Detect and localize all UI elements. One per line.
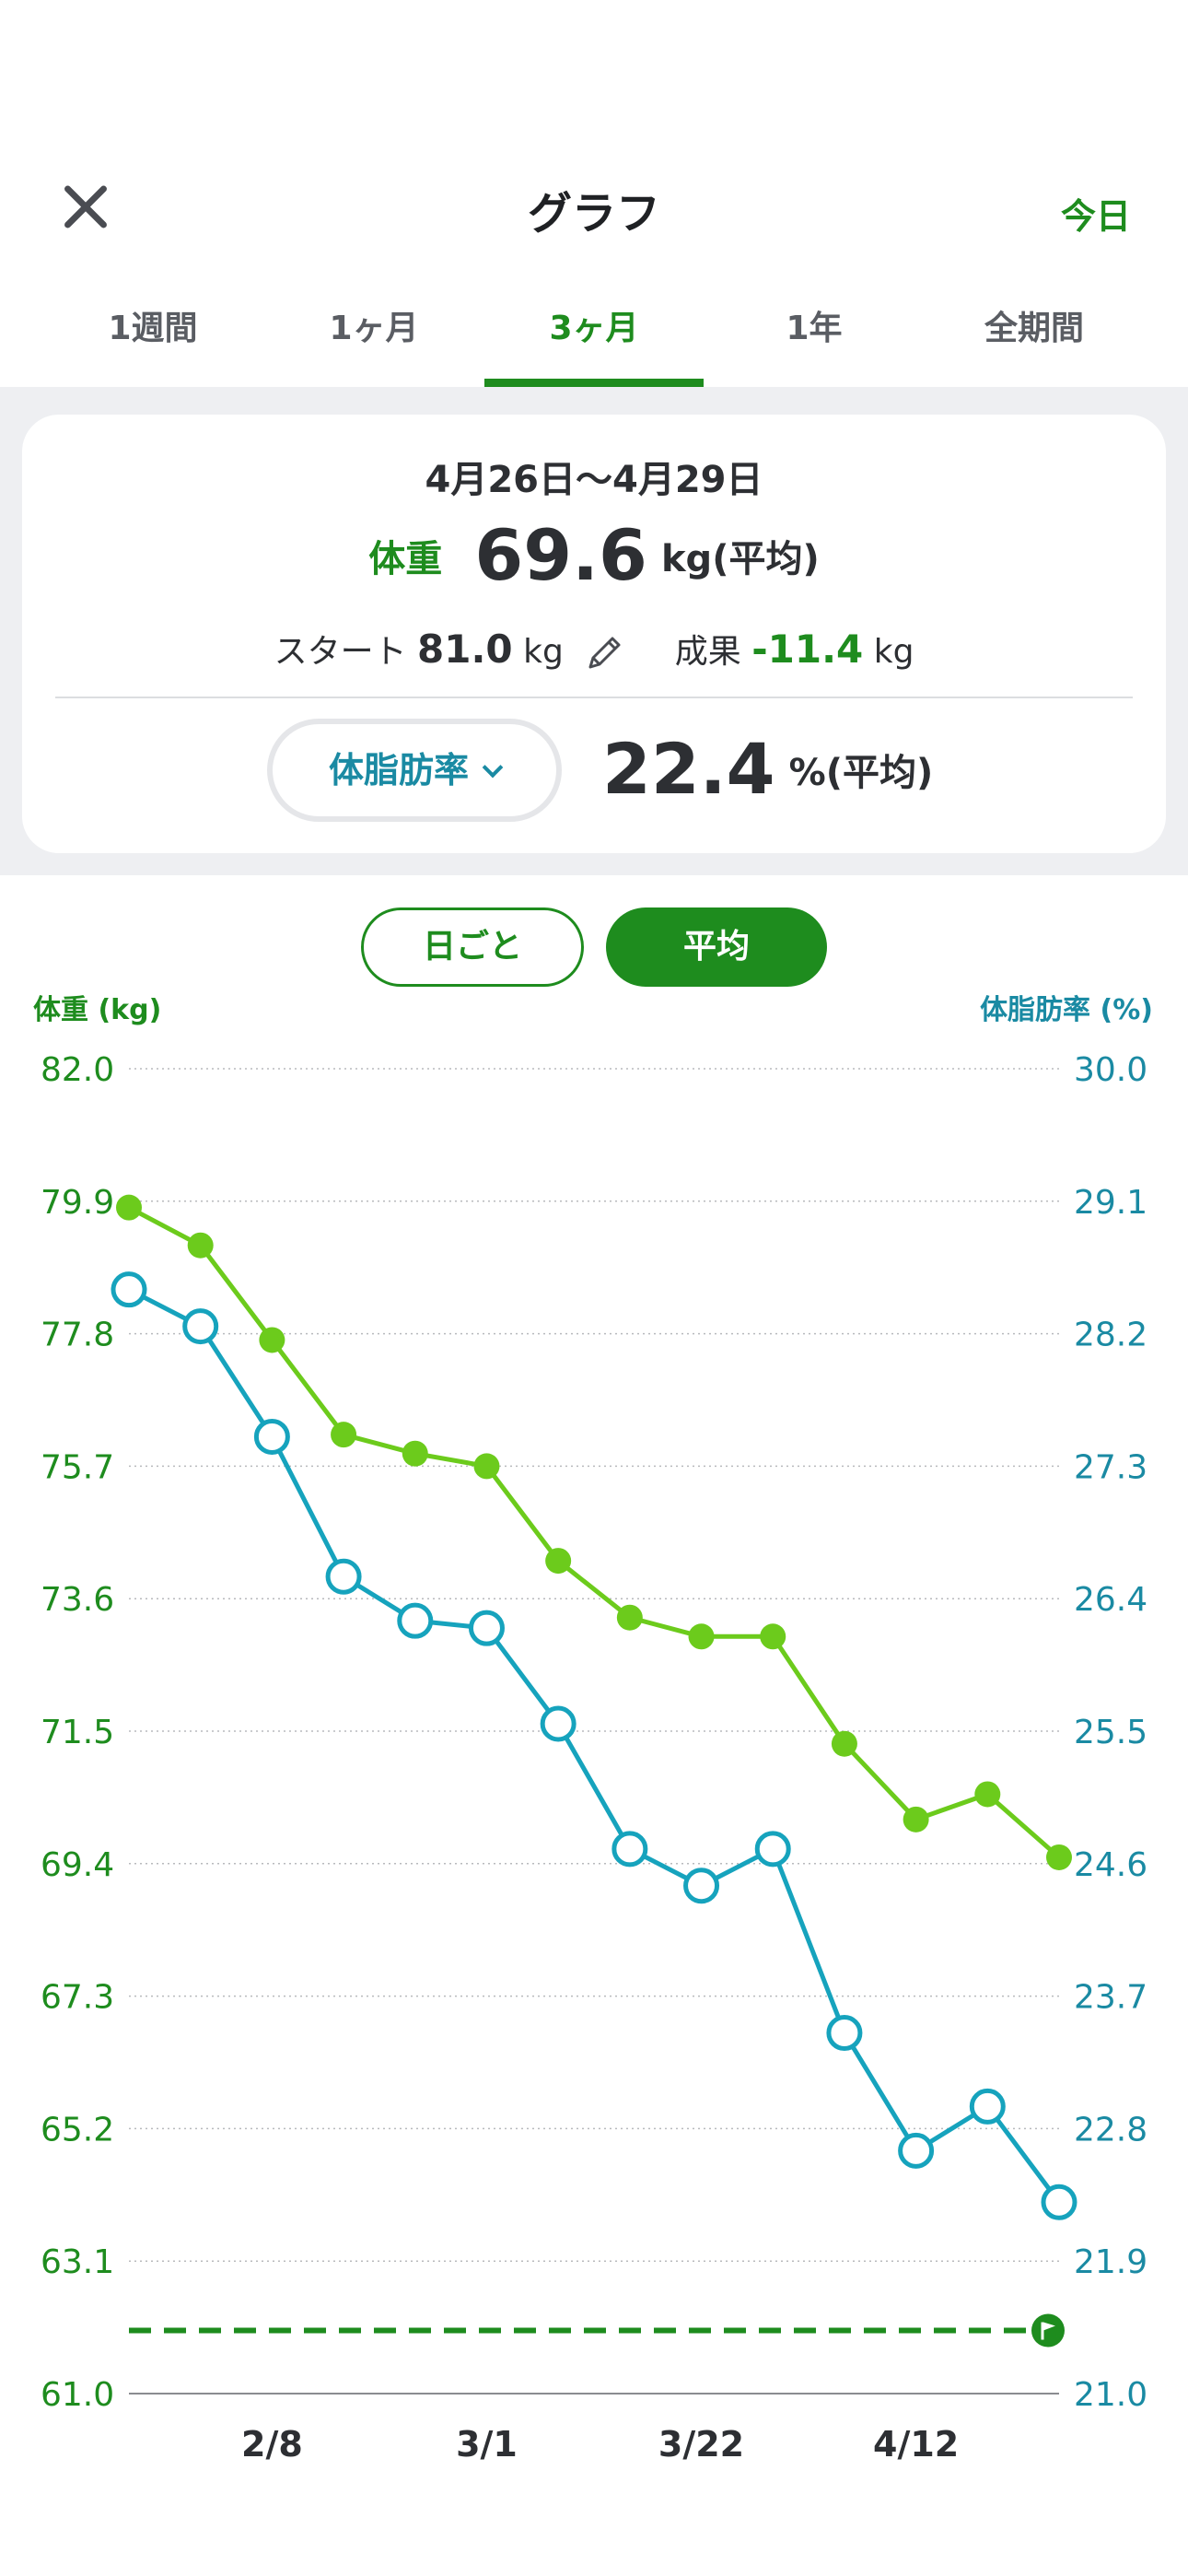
tab-3-months[interactable]: 3ヶ月 (549, 310, 639, 347)
start-label: スタート (274, 633, 407, 671)
fat-data-point[interactable] (754, 1831, 791, 1868)
fat-data-point[interactable] (898, 2132, 935, 2169)
x-tick-label: 4/12 (873, 2424, 959, 2465)
goal-flag-icon (1031, 2313, 1065, 2348)
weight-data-point[interactable] (974, 1781, 1001, 1808)
page-title: グラフ (527, 188, 660, 240)
right-axis-title: 体脂肪率 (%) (980, 994, 1153, 1026)
left-tick-label: 61.0 (41, 2376, 114, 2414)
fat-data-point[interactable] (468, 1610, 505, 1646)
right-tick-label: 30.0 (1074, 1051, 1147, 1089)
active-tab-indicator (484, 379, 704, 388)
weight-data-point[interactable] (688, 1623, 715, 1650)
weight-data-point[interactable] (259, 1327, 285, 1353)
fat-data-point[interactable] (540, 1705, 577, 1742)
left-tick-label: 65.2 (41, 2111, 114, 2149)
weight-label: 体重 (368, 537, 443, 580)
weight-data-point[interactable] (1046, 1844, 1072, 1870)
header: グラフ 今日 1週間 1ヶ月 3ヶ月 1年 全期間 (0, 0, 1188, 388)
right-tick-label: 27.3 (1074, 1448, 1147, 1486)
left-tick-label: 67.3 (41, 1979, 114, 2017)
chart-series (111, 1194, 1077, 2220)
fat-average-unit: %(平均) (788, 751, 934, 794)
right-tick-label: 29.1 (1074, 1184, 1147, 1222)
pencil-icon[interactable] (581, 630, 627, 676)
fat-data-point[interactable] (1041, 2184, 1077, 2220)
left-tick-label: 63.1 (41, 2243, 114, 2281)
period-tabs: 1週間 1ヶ月 3ヶ月 1年 全期間 (0, 290, 1188, 388)
series-line (127, 1287, 1062, 2204)
metric-selector-label: 体脂肪率 (328, 750, 469, 790)
goal-line (129, 2313, 1065, 2348)
left-tick-label: 75.7 (41, 1448, 114, 1486)
weight-data-point[interactable] (545, 1548, 572, 1575)
weight-data-point[interactable] (760, 1623, 786, 1650)
right-tick-label: 23.7 (1074, 1979, 1147, 2017)
tab-1-week[interactable]: 1週間 (108, 310, 198, 347)
weight-data-point[interactable] (616, 1604, 643, 1631)
x-tick-label: 3/1 (456, 2424, 518, 2465)
left-tick-label: 79.9 (41, 1184, 114, 1222)
fat-data-point[interactable] (969, 2088, 1006, 2125)
left-tick-label: 71.5 (41, 1714, 114, 1751)
chart-ticks: 82.0 30.0 79.9 29.1 77.8 28.2 75.7 27.3 73.6 26.4… (41, 1051, 1147, 2465)
start-unit: kg (523, 633, 564, 671)
start-result-row: スタート 81.0 kg 成果 -11.4 kg (22, 625, 1166, 676)
fat-data-point[interactable] (325, 1558, 362, 1595)
fat-average-row: 22.4 %(平均) (602, 728, 933, 810)
weight-data-point[interactable] (473, 1453, 500, 1480)
fat-data-point[interactable] (397, 1602, 434, 1639)
fat-data-point[interactable] (253, 1418, 290, 1455)
weight-data-point[interactable] (831, 1730, 857, 1757)
right-tick-label: 21.9 (1074, 2243, 1147, 2281)
chart-grid (129, 1068, 1059, 2395)
chevron-down-icon (482, 756, 504, 779)
weight-fat-chart: 体重 (kg) 体脂肪率 (%) 82.0 30.0 79.9 29.1 77.8 28.… (33, 994, 1153, 2465)
tab-all-time[interactable]: 全期間 (984, 310, 1084, 347)
fat-data-point[interactable] (182, 1308, 219, 1345)
right-tick-label: 28.2 (1074, 1317, 1147, 1354)
x-tick-label: 3/22 (658, 2424, 744, 2465)
right-tick-label: 21.0 (1074, 2376, 1147, 2414)
weight-data-point[interactable] (331, 1422, 357, 1448)
left-tick-label: 82.0 (41, 1051, 114, 1089)
weight-average-unit: kg(平均) (660, 537, 820, 580)
right-tick-label: 22.8 (1074, 2111, 1147, 2149)
weight-data-point[interactable] (402, 1440, 428, 1467)
start-value: 81.0 (417, 626, 513, 672)
left-tick-label: 77.8 (41, 1317, 114, 1354)
daily-toggle-button[interactable]: 日ごと (361, 907, 584, 987)
summary-divider (55, 697, 1133, 698)
weight-data-point[interactable] (116, 1194, 142, 1221)
left-tick-label: 73.6 (41, 1581, 114, 1619)
fat-data-point[interactable] (683, 1868, 720, 1904)
fat-data-point[interactable] (111, 1271, 147, 1308)
today-button[interactable]: 今日 (1060, 196, 1131, 237)
metric-selector-button[interactable]: 体脂肪率 (267, 719, 562, 822)
summary-card: 4月26日〜4月29日 体重 69.6 kg(平均) スタート 81.0 kg … (22, 415, 1166, 853)
result-value: -11.4 (751, 626, 864, 672)
weight-data-point[interactable] (903, 1806, 929, 1832)
right-tick-label: 25.5 (1074, 1714, 1147, 1751)
weight-series (116, 1194, 1072, 1870)
result-label: 成果 (674, 633, 741, 671)
tab-1-year[interactable]: 1年 (786, 310, 843, 347)
weight-data-point[interactable] (187, 1232, 214, 1259)
left-tick-label: 69.4 (41, 1846, 114, 1884)
series-line (127, 1205, 1061, 1859)
fat-series (111, 1271, 1077, 2220)
left-axis-title: 体重 (kg) (33, 994, 161, 1026)
fat-data-point[interactable] (826, 2015, 863, 2052)
weight-average-row: 体重 69.6 kg(平均) (22, 514, 1166, 596)
fat-data-point[interactable] (611, 1831, 648, 1868)
right-tick-label: 26.4 (1074, 1581, 1147, 1619)
average-toggle-button[interactable]: 平均 (606, 907, 827, 987)
x-tick-label: 2/8 (241, 2424, 303, 2465)
fat-average-value: 22.4 (602, 728, 775, 810)
tab-1-month[interactable]: 1ヶ月 (329, 310, 419, 347)
date-range: 4月26日〜4月29日 (425, 459, 763, 501)
right-tick-label: 24.6 (1074, 1846, 1147, 1884)
weight-average-value: 69.6 (474, 514, 647, 596)
result-unit: kg (873, 633, 914, 671)
